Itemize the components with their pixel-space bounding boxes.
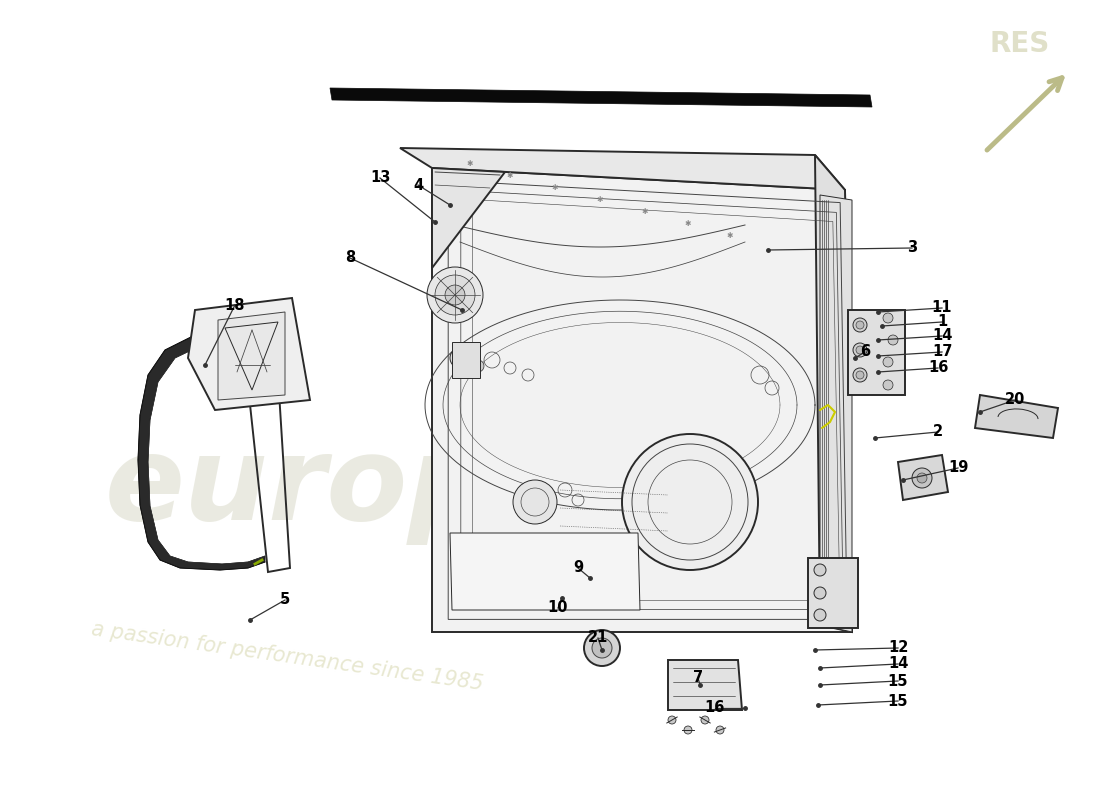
Circle shape bbox=[888, 335, 898, 345]
Text: RES: RES bbox=[990, 30, 1050, 58]
Circle shape bbox=[450, 348, 470, 368]
Text: ✱: ✱ bbox=[641, 206, 648, 215]
Text: 20: 20 bbox=[1004, 393, 1025, 407]
Circle shape bbox=[668, 716, 676, 724]
Circle shape bbox=[912, 468, 932, 488]
Text: 5: 5 bbox=[279, 593, 290, 607]
Text: 16: 16 bbox=[705, 701, 725, 715]
Text: ✱: ✱ bbox=[685, 218, 691, 227]
Polygon shape bbox=[330, 88, 872, 107]
Text: ✱: ✱ bbox=[727, 230, 734, 239]
Text: ✱: ✱ bbox=[466, 158, 473, 167]
Polygon shape bbox=[450, 533, 640, 610]
Circle shape bbox=[856, 371, 864, 379]
Polygon shape bbox=[975, 395, 1058, 438]
Circle shape bbox=[883, 380, 893, 390]
Polygon shape bbox=[218, 312, 285, 400]
Text: 3: 3 bbox=[906, 241, 917, 255]
Text: 14: 14 bbox=[932, 329, 953, 343]
Circle shape bbox=[856, 321, 864, 329]
Text: 13: 13 bbox=[370, 170, 390, 186]
Text: 18: 18 bbox=[224, 298, 245, 313]
Circle shape bbox=[852, 368, 867, 382]
Text: ✱: ✱ bbox=[507, 170, 514, 179]
Circle shape bbox=[883, 313, 893, 323]
Circle shape bbox=[917, 473, 927, 483]
Text: ✱: ✱ bbox=[597, 194, 603, 203]
Polygon shape bbox=[848, 310, 905, 395]
Text: 15: 15 bbox=[888, 674, 909, 689]
Polygon shape bbox=[188, 298, 310, 410]
Text: 1: 1 bbox=[937, 314, 947, 330]
Text: 4: 4 bbox=[412, 178, 424, 193]
Text: 16: 16 bbox=[927, 361, 948, 375]
Polygon shape bbox=[668, 660, 742, 710]
Circle shape bbox=[716, 726, 724, 734]
Polygon shape bbox=[432, 168, 505, 268]
Text: a passion for performance since 1985: a passion for performance since 1985 bbox=[90, 619, 485, 694]
Polygon shape bbox=[820, 195, 852, 632]
Circle shape bbox=[621, 434, 758, 570]
Polygon shape bbox=[452, 342, 480, 378]
Circle shape bbox=[852, 318, 867, 332]
Circle shape bbox=[584, 630, 620, 666]
Polygon shape bbox=[400, 148, 845, 190]
Text: 14: 14 bbox=[888, 657, 909, 671]
Circle shape bbox=[814, 587, 826, 599]
Text: 15: 15 bbox=[888, 694, 909, 709]
Circle shape bbox=[427, 267, 483, 323]
Text: 9: 9 bbox=[573, 561, 583, 575]
Circle shape bbox=[434, 275, 475, 315]
Circle shape bbox=[468, 343, 477, 353]
Polygon shape bbox=[808, 558, 858, 628]
Text: 21: 21 bbox=[587, 630, 608, 646]
Polygon shape bbox=[815, 155, 852, 632]
Text: 11: 11 bbox=[932, 301, 953, 315]
Text: europ: europ bbox=[104, 430, 493, 545]
Text: 17: 17 bbox=[932, 345, 953, 359]
Circle shape bbox=[513, 480, 557, 524]
Text: 7: 7 bbox=[693, 670, 703, 686]
Text: ✱: ✱ bbox=[552, 182, 558, 191]
Circle shape bbox=[592, 638, 612, 658]
Circle shape bbox=[684, 726, 692, 734]
Circle shape bbox=[472, 360, 484, 372]
Text: 19: 19 bbox=[948, 461, 968, 475]
Circle shape bbox=[883, 357, 893, 367]
Polygon shape bbox=[898, 455, 948, 500]
Text: 12: 12 bbox=[888, 641, 909, 655]
Polygon shape bbox=[432, 168, 852, 632]
Circle shape bbox=[446, 285, 465, 305]
Text: 10: 10 bbox=[548, 601, 569, 615]
Circle shape bbox=[856, 346, 864, 354]
Text: 2: 2 bbox=[933, 425, 943, 439]
Polygon shape bbox=[138, 330, 265, 570]
Text: 8: 8 bbox=[345, 250, 355, 266]
Circle shape bbox=[814, 609, 826, 621]
Circle shape bbox=[701, 716, 710, 724]
Circle shape bbox=[852, 343, 867, 357]
Text: 6: 6 bbox=[860, 345, 870, 359]
Circle shape bbox=[814, 564, 826, 576]
